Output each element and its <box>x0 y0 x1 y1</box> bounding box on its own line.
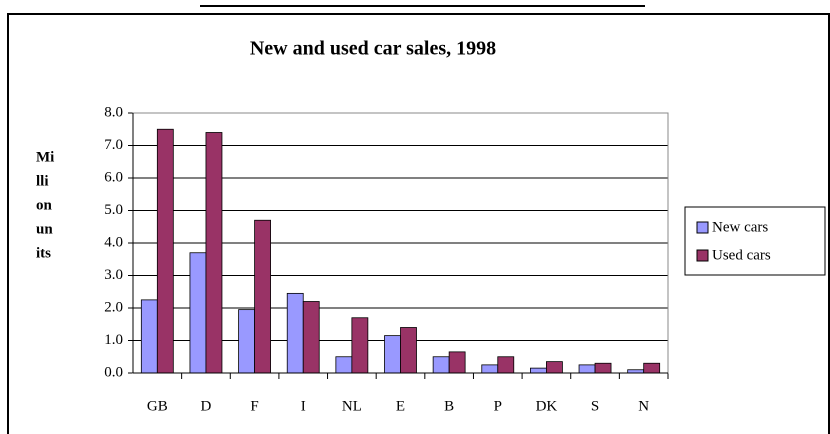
bar <box>448 351 466 374</box>
x-tick-label: S <box>591 398 599 414</box>
y-tick-label: 2.0 <box>104 299 123 315</box>
bar <box>432 356 450 374</box>
y-tick-label: 0.0 <box>104 364 123 380</box>
y-axis-label: its <box>36 245 51 261</box>
bar <box>594 362 612 374</box>
bar <box>578 364 596 374</box>
bar <box>205 132 223 374</box>
x-tick-label: I <box>301 398 306 414</box>
y-tick-label: 8.0 <box>104 104 123 120</box>
x-tick-label: NL <box>342 398 362 414</box>
y-tick-label: 7.0 <box>104 137 123 153</box>
bar <box>140 299 158 374</box>
legend-swatch <box>696 249 709 262</box>
bar <box>497 356 515 374</box>
bar <box>400 327 417 374</box>
y-tick-label: 3.0 <box>104 267 123 283</box>
bar <box>335 356 353 374</box>
bar <box>302 301 320 374</box>
y-tick-label: 1.0 <box>104 332 123 348</box>
y-axis-label: Mi <box>36 149 54 165</box>
bar <box>546 361 563 374</box>
x-tick-label: E <box>396 398 405 414</box>
y-tick-label: 6.0 <box>104 169 123 185</box>
x-tick-label: N <box>638 398 649 414</box>
bar <box>351 317 369 374</box>
bar <box>384 335 401 374</box>
chart-title: New and used car sales, 1998 <box>250 38 496 60</box>
bar <box>481 364 499 374</box>
y-axis-label: on <box>36 197 53 213</box>
bar <box>286 292 304 374</box>
legend-box <box>684 206 826 276</box>
x-tick-label: F <box>250 398 258 414</box>
legend-label: New cars <box>712 219 768 235</box>
chart-frame <box>7 13 830 434</box>
x-tick-label: B <box>444 398 454 414</box>
bar <box>156 128 174 374</box>
bar <box>189 252 207 374</box>
y-axis-label: un <box>36 221 53 237</box>
bar <box>643 362 661 374</box>
x-tick-label: DK <box>536 398 558 414</box>
legend-label: Used cars <box>712 247 771 263</box>
bar <box>530 367 547 374</box>
x-tick-label: P <box>494 398 502 414</box>
x-tick-label: D <box>201 398 212 414</box>
legend-swatch <box>696 221 709 234</box>
bar <box>254 219 271 374</box>
bar <box>238 309 255 374</box>
x-tick-label: GB <box>147 398 168 414</box>
y-axis-label: lli <box>36 173 49 189</box>
y-tick-label: 5.0 <box>104 202 123 218</box>
y-tick-label: 4.0 <box>104 234 123 250</box>
